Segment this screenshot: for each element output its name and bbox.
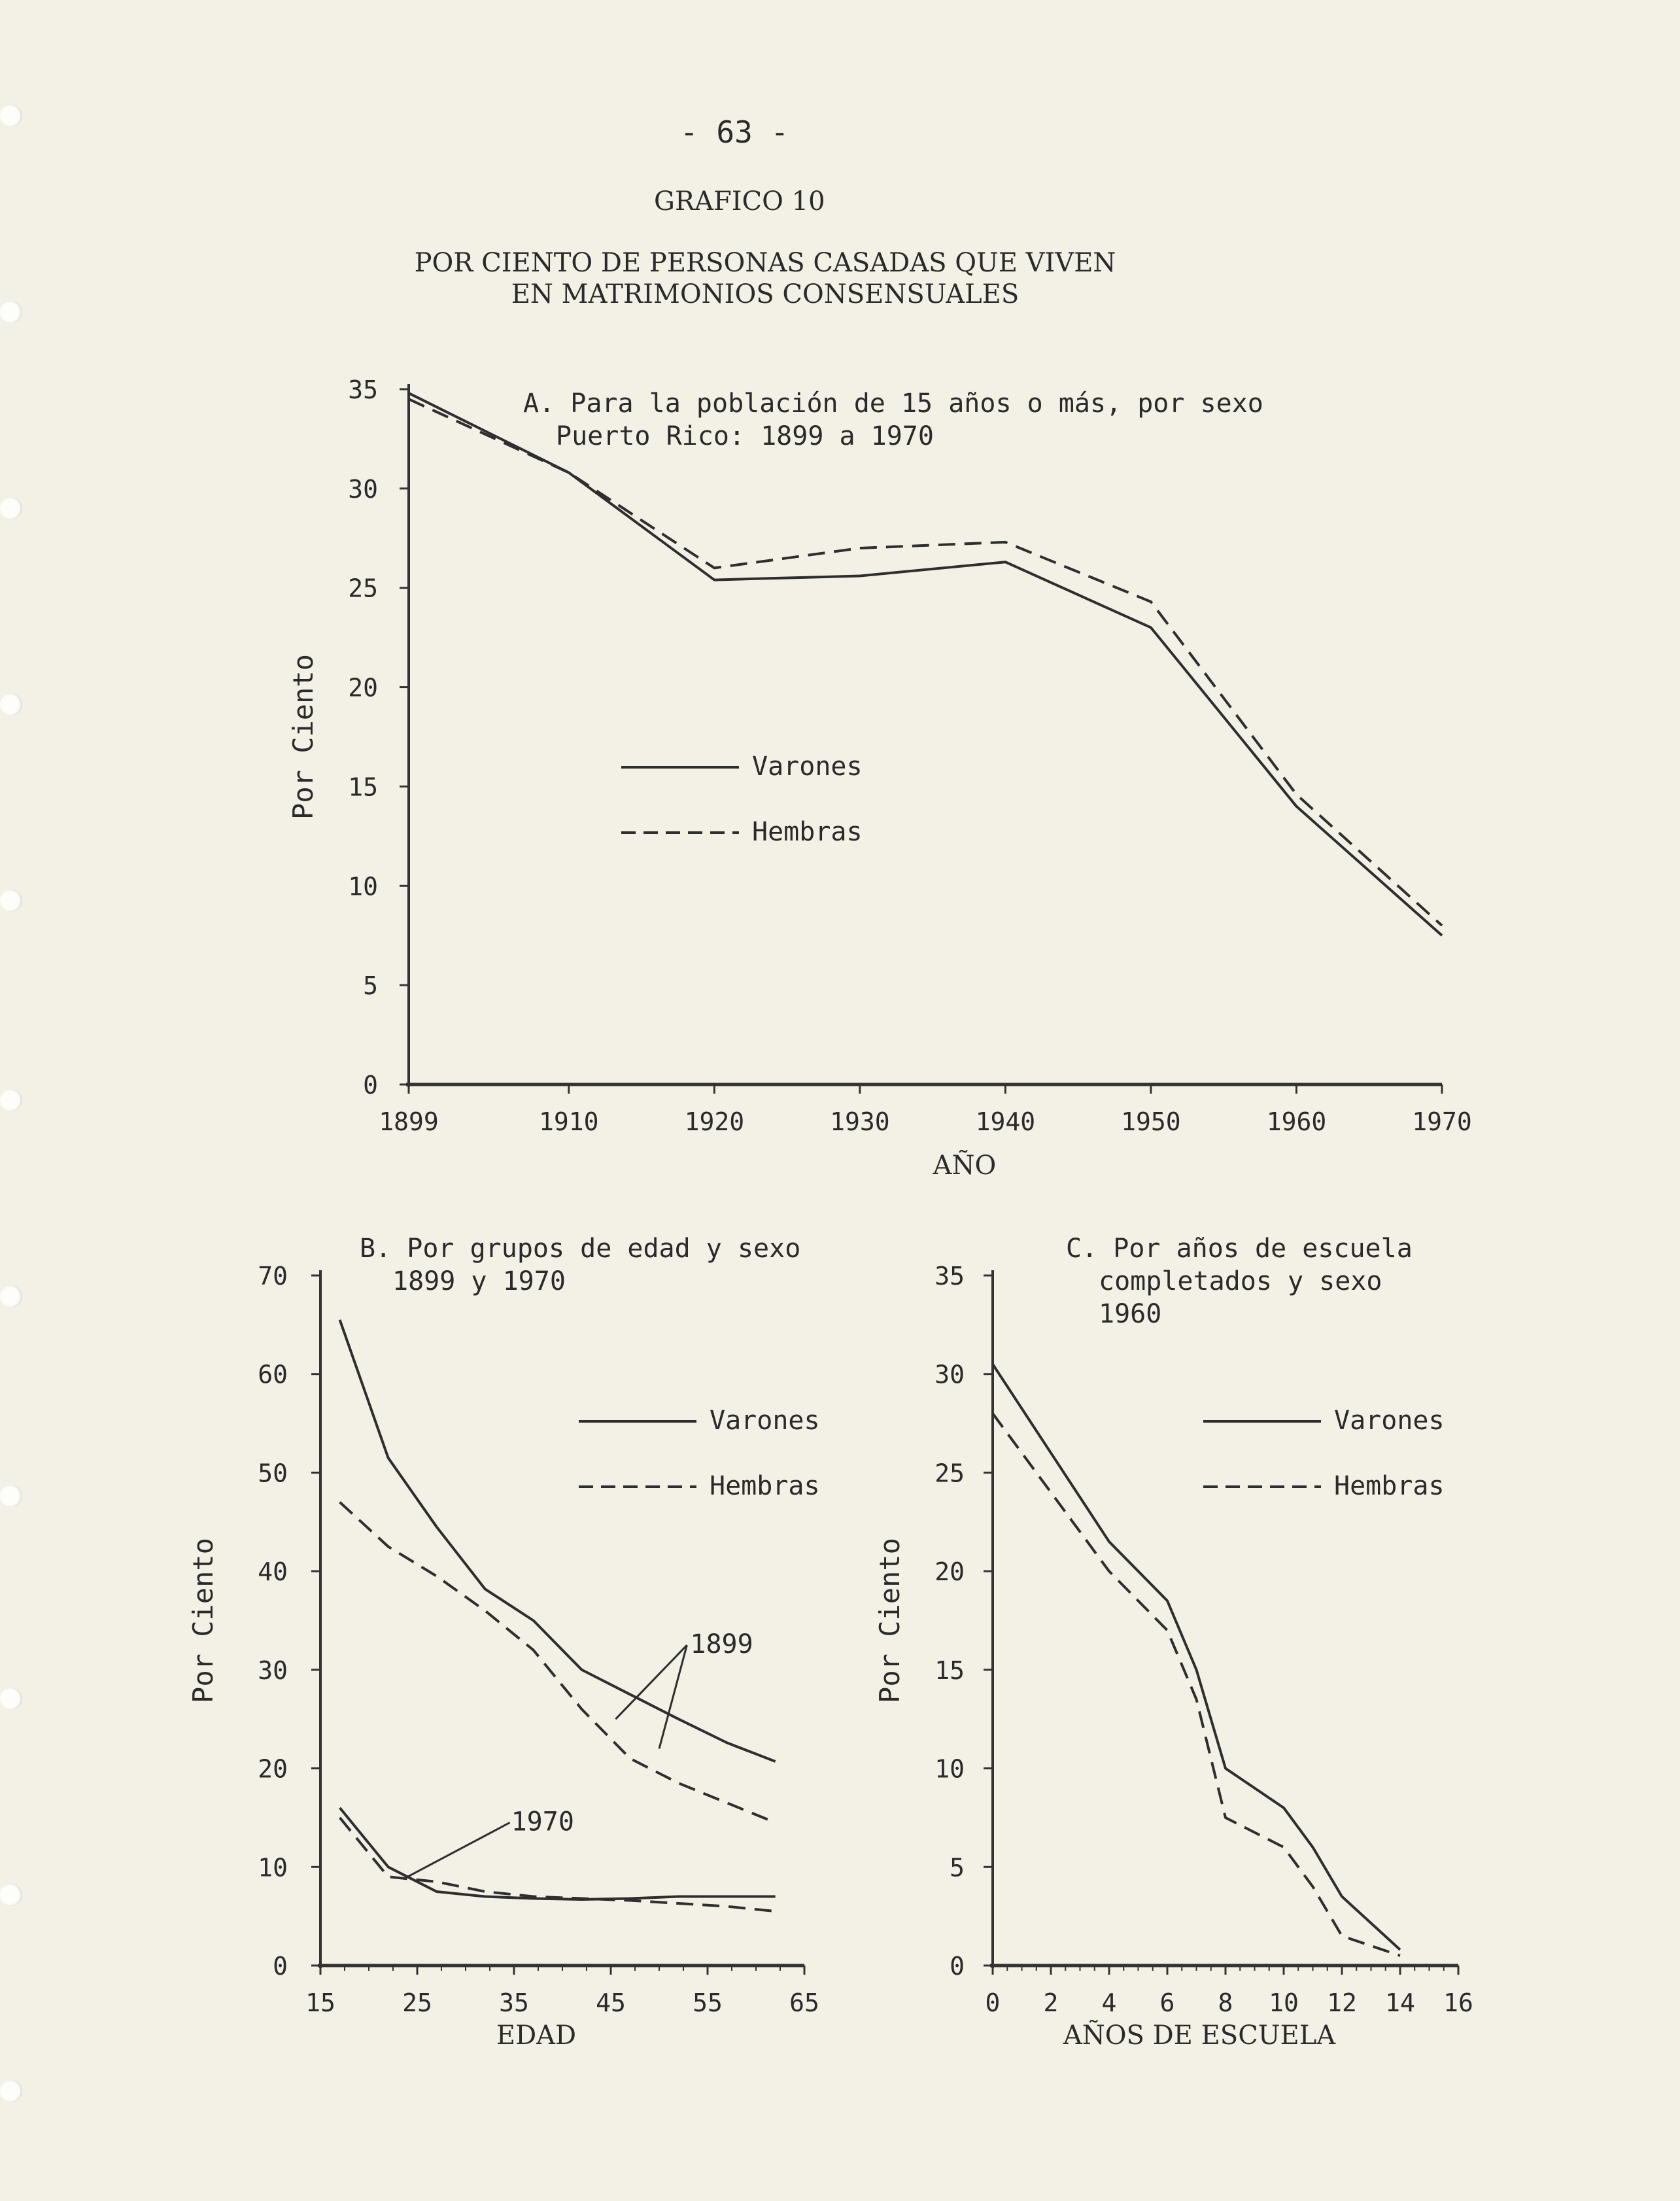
chart-a-x-tick-label: 1950 xyxy=(1121,1107,1181,1136)
chart-a-y-tick-label: 30 xyxy=(348,475,378,504)
chart-c-x-tick-label: 12 xyxy=(1327,1988,1357,2017)
chart-a-y-tick-label: 15 xyxy=(348,772,378,801)
chart-c-title-line: C. Por años de escuela xyxy=(1066,1234,1413,1264)
chart-c-y-tick-label: 0 xyxy=(950,1952,965,1981)
chart-b-y-tick-label: 0 xyxy=(273,1952,288,1981)
binder-hole-9 xyxy=(0,1688,22,1710)
chart-c-y-tick-label: 20 xyxy=(934,1557,965,1586)
chart-b-x-tick-label: 15 xyxy=(305,1988,335,2017)
chart-c-y-tick-label: 10 xyxy=(934,1755,965,1784)
chart-c-series-varones xyxy=(991,1363,1401,1951)
chart-b-x-tick-label: 65 xyxy=(789,1988,819,2017)
chart-a-y-tick-label: 20 xyxy=(348,674,378,702)
binder-hole-10 xyxy=(0,1884,22,1906)
chart-a-x-tick-label: 1970 xyxy=(1412,1107,1472,1136)
chart-c-y-tick-label: 35 xyxy=(934,1262,965,1291)
figure-title: POR CIENTO DE PERSONAS CASADAS QUE VIVEN… xyxy=(353,247,1177,310)
chart-a: 0 5 10 15 20 25 30 35 1899 1910 1920 1930 1940 1950 19… xyxy=(287,375,1472,1181)
chart-c-x-tick-label: 4 xyxy=(1102,1988,1117,2017)
chart-a-x-tick-label: 1940 xyxy=(976,1107,1036,1136)
chart-c-y-axis-label: Por Ciento xyxy=(874,1538,906,1703)
chart-b-y-tick-label: 20 xyxy=(258,1755,288,1784)
chart-a-x-axis-label: AÑO xyxy=(933,1150,997,1181)
chart-a-legend-label: Varones xyxy=(752,752,863,782)
chart-b-annotation-leader xyxy=(658,1644,688,1749)
chart-c-title-line: completados y sexo xyxy=(1099,1266,1382,1296)
chart-b-series-varones-1899 xyxy=(338,1319,776,1763)
chart-b-annotation-label: 1970 xyxy=(511,1807,574,1837)
chart-b-y-tick-label: 10 xyxy=(258,1853,288,1882)
chart-b-title-line: B. Por grupos de edad y sexo xyxy=(360,1234,800,1264)
chart-b-y-tick-label: 40 xyxy=(258,1557,288,1586)
chart-c-legend-label: Varones xyxy=(1334,1406,1445,1436)
chart-b: 0 10 20 30 40 50 60 70 15 25 35 45 55 65 EDAD Por Cient… xyxy=(187,1234,820,2051)
chart-a-x-tick-label: 1899 xyxy=(379,1107,439,1136)
chart-a-title-line: A. Para la población de 15 años o más, p… xyxy=(523,389,1263,419)
chart-c-legend-label: Hembras xyxy=(1334,1471,1445,1501)
chart-a-legend-label: Hembras xyxy=(752,817,863,847)
chart-c-x-axis-label: AÑOS DE ESCUELA xyxy=(1063,2020,1336,2051)
binder-hole-1 xyxy=(0,105,22,127)
chart-b-y-axis-label: Por Ciento xyxy=(187,1538,219,1703)
chart-c-x-tick-label: 14 xyxy=(1385,1988,1415,2017)
chart-a-x-tick-label: 1910 xyxy=(539,1107,599,1136)
binder-hole-2 xyxy=(0,301,22,323)
chart-c-x-tick-label: 0 xyxy=(986,1988,1001,2017)
chart-b-series-varones-1970 xyxy=(339,1807,776,1901)
chart-b-series-hembras-1899 xyxy=(339,1501,776,1824)
binder-hole-4 xyxy=(0,693,22,716)
chart-c-y-tick-label: 25 xyxy=(934,1459,965,1487)
chart-a-title-line: Puerto Rico: 1899 a 1970 xyxy=(556,421,934,451)
figure-title-line-1: POR CIENTO DE PERSONAS CASADAS QUE VIVEN xyxy=(414,248,1116,278)
chart-c-x-tick-label: 16 xyxy=(1443,1988,1473,2017)
binder-hole-5 xyxy=(0,890,22,912)
chart-b-annotation-label: 1899 xyxy=(690,1629,753,1659)
figure-label: GRAFICO 10 xyxy=(654,186,825,217)
chart-b-annotation-leader xyxy=(407,1822,511,1878)
chart-a-y-tick-label: 10 xyxy=(348,872,378,901)
chart-b-y-tick-label: 70 xyxy=(258,1262,288,1291)
chart-a-x-tick-label: 1930 xyxy=(830,1107,890,1136)
chart-a-series-hembras xyxy=(408,398,1443,927)
chart-a-x-tick-label: 1920 xyxy=(685,1107,745,1136)
chart-a-y-axis-label: Por Ciento xyxy=(287,654,319,820)
chart-b-legend-label: Hembras xyxy=(710,1471,820,1501)
chart-b-legend-label: Varones xyxy=(710,1406,820,1436)
chart-c-y-tick-label: 15 xyxy=(934,1656,965,1685)
chart-c-x-tick-label: 8 xyxy=(1218,1988,1233,2017)
chart-b-series-hembras-1970 xyxy=(339,1816,776,1913)
binder-hole-6 xyxy=(0,1089,22,1111)
chart-c-y-tick-label: 30 xyxy=(934,1360,965,1389)
chart-b-y-tick-label: 60 xyxy=(258,1360,288,1389)
chart-c-series-hembras xyxy=(991,1412,1401,1957)
chart-b-x-tick-label: 55 xyxy=(693,1988,723,2017)
chart-a-y-tick-label: 0 xyxy=(363,1071,378,1100)
chart-b-y-tick-label: 30 xyxy=(258,1656,288,1685)
chart-c-x-tick-label: 2 xyxy=(1044,1988,1059,2017)
binder-hole-11 xyxy=(0,2080,22,2102)
chart-c-title-line: 1960 xyxy=(1099,1299,1161,1329)
page-number: - 63 - xyxy=(680,114,789,150)
chart-b-x-tick-label: 35 xyxy=(499,1988,529,2017)
binder-hole-8 xyxy=(0,1485,22,1507)
binder-hole-3 xyxy=(0,497,22,519)
binder-hole-7 xyxy=(0,1285,22,1308)
chart-b-x-tick-label: 25 xyxy=(402,1988,432,2017)
chart-c-x-tick-label: 6 xyxy=(1160,1988,1175,2017)
chart-b-title-line: 1899 y 1970 xyxy=(392,1266,566,1296)
chart-a-y-tick-label: 25 xyxy=(348,574,378,603)
chart-b-annotation-leader xyxy=(615,1644,688,1720)
chart-a-y-tick-label: 5 xyxy=(363,971,378,1000)
chart-b-x-axis-label: EDAD xyxy=(496,2020,576,2051)
chart-b-x-tick-label: 45 xyxy=(596,1988,626,2017)
chart-a-y-tick-label: 35 xyxy=(348,375,378,404)
chart-b-y-tick-label: 50 xyxy=(258,1459,288,1487)
figure-title-line-2: EN MATRIMONIOS CONSENSUALES xyxy=(511,279,1020,309)
chart-c: 0 5 10 15 20 25 30 35 0 2 4 6 8 10 12 14 16 AÑOS DE ESCUE… xyxy=(874,1234,1473,2051)
chart-c-y-tick-label: 5 xyxy=(950,1853,965,1882)
chart-c-x-tick-label: 10 xyxy=(1269,1988,1299,2017)
chart-a-series-varones xyxy=(408,392,1443,937)
chart-a-x-tick-label: 1960 xyxy=(1267,1107,1327,1136)
